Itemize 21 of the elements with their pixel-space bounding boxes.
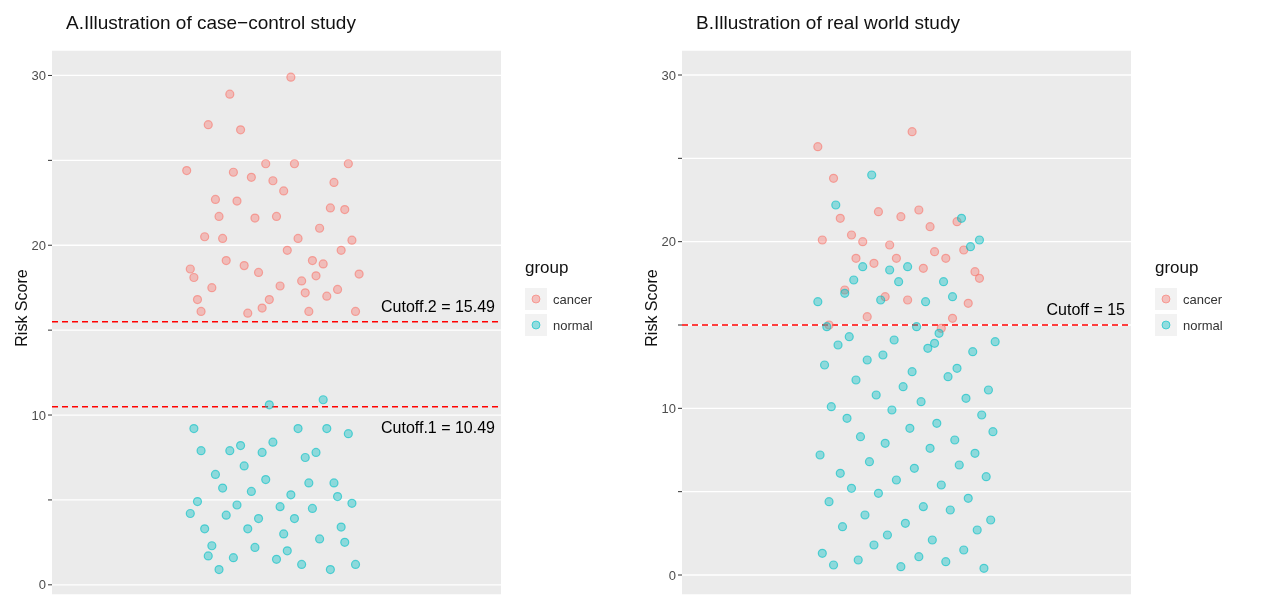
legend-label: normal — [1183, 317, 1223, 333]
ref-line-label: Cutoff.1 = 10.49 — [380, 418, 496, 436]
y-tick-label: 30 — [31, 68, 46, 84]
y-tick-label: 0 — [668, 567, 676, 583]
y-tick-label: 10 — [661, 400, 676, 416]
chart-title: B.Illustration of real world study — [696, 12, 961, 34]
legend-label: normal — [553, 317, 593, 333]
y-axis-title: Risk Score — [13, 269, 31, 347]
y-tick-label: 10 — [31, 407, 46, 423]
chart-title: A.Illustration of case−control study — [66, 12, 356, 34]
y-tick-label: 30 — [661, 67, 676, 83]
y-tick-label: 20 — [31, 237, 46, 253]
legend-label: cancer — [553, 291, 593, 307]
y-tick-label: 0 — [38, 577, 46, 593]
y-tick-label: 20 — [661, 234, 676, 250]
legend-title: group — [1155, 258, 1200, 278]
legend-title: group — [525, 258, 570, 278]
ref-line-label: Cutoff.2 = 15.49 — [380, 297, 496, 315]
ref-line-label: Cutoff = 15 — [1046, 301, 1126, 318]
legend-label: cancer — [1183, 291, 1223, 307]
y-axis-title: Risk Score — [643, 269, 661, 347]
